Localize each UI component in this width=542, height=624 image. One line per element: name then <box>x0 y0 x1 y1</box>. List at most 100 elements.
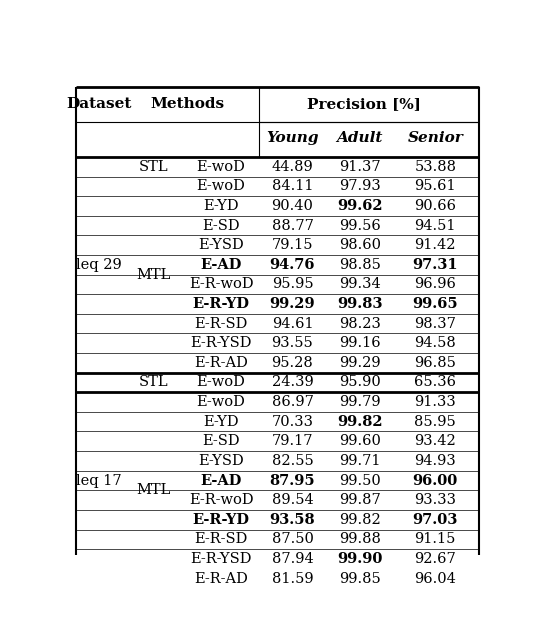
Text: 81.59: 81.59 <box>272 572 313 585</box>
Text: Adult: Adult <box>337 131 383 145</box>
Text: E-woD: E-woD <box>197 180 246 193</box>
Text: 99.90: 99.90 <box>337 552 382 566</box>
Text: 99.83: 99.83 <box>337 297 383 311</box>
Text: Methods: Methods <box>150 97 224 112</box>
Text: E-YD: E-YD <box>203 415 239 429</box>
Text: 94.51: 94.51 <box>415 218 456 233</box>
Text: 94.58: 94.58 <box>415 336 456 350</box>
Text: 99.29: 99.29 <box>339 356 380 370</box>
Text: 95.95: 95.95 <box>272 278 313 291</box>
Text: E-R-AD: E-R-AD <box>194 572 248 585</box>
Text: 94.93: 94.93 <box>415 454 456 468</box>
Text: 99.85: 99.85 <box>339 572 380 585</box>
Text: 93.55: 93.55 <box>272 336 313 350</box>
Text: 99.82: 99.82 <box>337 415 383 429</box>
Text: E-R-SD: E-R-SD <box>195 532 248 546</box>
Text: 91.42: 91.42 <box>415 238 456 252</box>
Text: E-AD: E-AD <box>201 474 242 487</box>
Text: 96.04: 96.04 <box>414 572 456 585</box>
Text: 93.58: 93.58 <box>270 513 315 527</box>
Text: 95.90: 95.90 <box>339 376 380 389</box>
Text: 96.00: 96.00 <box>412 474 458 487</box>
Text: 90.66: 90.66 <box>414 199 456 213</box>
Text: 98.23: 98.23 <box>339 316 380 331</box>
Text: E-R-woD: E-R-woD <box>189 493 253 507</box>
Text: 97.03: 97.03 <box>412 513 458 527</box>
Text: 79.17: 79.17 <box>272 434 313 448</box>
Text: 96.96: 96.96 <box>414 278 456 291</box>
Text: 88.77: 88.77 <box>272 218 313 233</box>
Text: 99.87: 99.87 <box>339 493 380 507</box>
Text: 99.82: 99.82 <box>339 513 380 527</box>
Text: 92.67: 92.67 <box>415 552 456 566</box>
Text: E-YSD: E-YSD <box>198 454 244 468</box>
Text: E-woD: E-woD <box>197 376 246 389</box>
Text: 87.94: 87.94 <box>272 552 313 566</box>
Text: 98.37: 98.37 <box>414 316 456 331</box>
Text: MTL: MTL <box>137 268 171 281</box>
Text: 82.55: 82.55 <box>272 454 313 468</box>
Text: 95.61: 95.61 <box>415 180 456 193</box>
Text: E-SD: E-SD <box>202 218 240 233</box>
Text: 91.33: 91.33 <box>415 395 456 409</box>
Text: 91.15: 91.15 <box>415 532 456 546</box>
Text: 98.60: 98.60 <box>339 238 380 252</box>
Text: E-R-AD: E-R-AD <box>194 356 248 370</box>
Text: STL: STL <box>139 160 169 174</box>
Text: STL: STL <box>139 376 169 389</box>
Text: 99.60: 99.60 <box>339 434 380 448</box>
Text: leq 17: leq 17 <box>76 474 122 487</box>
Text: Senior: Senior <box>408 131 463 145</box>
Text: E-R-YD: E-R-YD <box>192 297 249 311</box>
Text: 94.76: 94.76 <box>270 258 315 272</box>
Text: leq 29: leq 29 <box>76 258 122 272</box>
Text: E-R-YD: E-R-YD <box>192 513 249 527</box>
Text: 95.28: 95.28 <box>272 356 313 370</box>
Text: 85.95: 85.95 <box>415 415 456 429</box>
Text: 99.79: 99.79 <box>339 395 380 409</box>
Text: 89.54: 89.54 <box>272 493 313 507</box>
Text: E-YSD: E-YSD <box>198 238 244 252</box>
Text: 99.65: 99.65 <box>412 297 458 311</box>
Text: Precision [%]: Precision [%] <box>307 97 421 112</box>
Text: 53.88: 53.88 <box>414 160 456 174</box>
Text: 87.50: 87.50 <box>272 532 313 546</box>
Text: 86.97: 86.97 <box>272 395 313 409</box>
Text: E-SD: E-SD <box>202 434 240 448</box>
Text: E-YD: E-YD <box>203 199 239 213</box>
Text: 99.16: 99.16 <box>339 336 380 350</box>
Text: 94.61: 94.61 <box>272 316 313 331</box>
Text: MTL: MTL <box>137 484 171 497</box>
Text: 99.29: 99.29 <box>270 297 315 311</box>
Text: 99.50: 99.50 <box>339 474 380 487</box>
Text: 90.40: 90.40 <box>272 199 313 213</box>
Text: E-woD: E-woD <box>197 395 246 409</box>
Text: 99.88: 99.88 <box>339 532 380 546</box>
Text: 99.71: 99.71 <box>339 454 380 468</box>
Text: E-AD: E-AD <box>201 258 242 272</box>
Text: 99.62: 99.62 <box>337 199 383 213</box>
Text: 70.33: 70.33 <box>272 415 313 429</box>
Text: E-woD: E-woD <box>197 160 246 174</box>
Text: 96.85: 96.85 <box>414 356 456 370</box>
Text: E-R-YSD: E-R-YSD <box>190 552 252 566</box>
Text: 87.95: 87.95 <box>270 474 315 487</box>
Text: 93.42: 93.42 <box>415 434 456 448</box>
Text: E-R-SD: E-R-SD <box>195 316 248 331</box>
Text: Dataset: Dataset <box>67 97 132 112</box>
Text: 24.39: 24.39 <box>272 376 313 389</box>
Text: 97.93: 97.93 <box>339 180 380 193</box>
Text: 65.36: 65.36 <box>414 376 456 389</box>
Text: 44.89: 44.89 <box>272 160 313 174</box>
Text: 93.33: 93.33 <box>414 493 456 507</box>
Text: E-R-woD: E-R-woD <box>189 278 253 291</box>
Text: 79.15: 79.15 <box>272 238 313 252</box>
Text: 97.31: 97.31 <box>412 258 458 272</box>
Text: E-R-YSD: E-R-YSD <box>190 336 252 350</box>
Text: 98.85: 98.85 <box>339 258 380 272</box>
Text: 99.56: 99.56 <box>339 218 380 233</box>
Text: Young: Young <box>266 131 319 145</box>
Text: 91.37: 91.37 <box>339 160 380 174</box>
Text: 84.11: 84.11 <box>272 180 313 193</box>
Text: 99.34: 99.34 <box>339 278 380 291</box>
